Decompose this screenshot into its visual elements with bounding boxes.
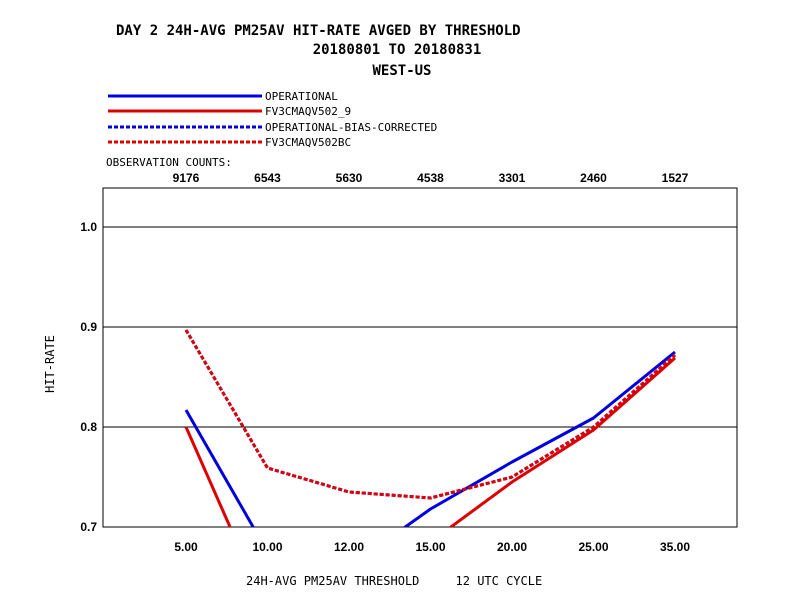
x-tick-label: 12.00 [334, 540, 364, 554]
chart-title-line-3: WEST-US [372, 63, 431, 79]
legend-label-fv3cmaqv502bc: FV3CMAQV502BC [265, 136, 351, 149]
x-tick-label: 35.00 [660, 540, 690, 554]
x-axis-label: 24H-AVG PM25AV THRESHOLD 12 UTC CYCLE [246, 574, 542, 588]
y-axis-label: HIT-RATE [43, 335, 57, 393]
series-line-fv3cmaqv502-9 [184, 356, 676, 527]
series-line-fv3cmaqv502bc [184, 329, 676, 500]
observation-count: 2460 [580, 171, 607, 185]
y-tick-labels: 0.7 0.8 0.9 1.0 [80, 220, 97, 534]
gridlines [103, 226, 737, 428]
observation-count: 5630 [336, 171, 363, 185]
observation-count: 6543 [254, 171, 281, 185]
observation-count: 1527 [662, 171, 689, 185]
observation-counts-label: OBSERVATION COUNTS: [106, 156, 232, 169]
observation-count: 3301 [499, 171, 526, 185]
x-tick-label: 25.00 [578, 540, 608, 554]
x-tick-label: 10.00 [252, 540, 282, 554]
legend-label-fv3cmaqv502-9: FV3CMAQV502_9 [265, 105, 351, 118]
observation-count: 4538 [417, 171, 444, 185]
y-tick-label: 0.9 [80, 320, 97, 334]
y-tick-label: 1.0 [80, 220, 97, 234]
x-tick-label: 5.00 [174, 540, 198, 554]
series-line-operational [184, 350, 676, 527]
observation-counts: 9176 6543 5630 4538 3301 2460 1527 [173, 171, 689, 185]
observation-count: 9176 [173, 171, 200, 185]
x-tick-labels: 5.00 10.00 12.00 15.00 20.00 25.00 35.00 [174, 540, 690, 554]
plot-frame [102, 187, 738, 528]
legend: OPERATIONAL FV3CMAQV502_9 OPERATIONAL-BI… [108, 90, 437, 149]
y-tick-label: 0.7 [80, 520, 97, 534]
legend-label-operational: OPERATIONAL [265, 90, 338, 103]
chart-title-line-1: DAY 2 24H-AVG PM25AV HIT-RATE AVGED BY T… [116, 23, 521, 39]
legend-label-operational-bias-corrected: OPERATIONAL-BIAS-CORRECTED [265, 121, 437, 134]
x-tick-label: 20.00 [497, 540, 527, 554]
series-line-operational-bias-corrected [184, 329, 676, 500]
data-series [184, 329, 676, 527]
chart-title-line-2: 20180801 TO 20180831 [313, 42, 482, 58]
x-tick-label: 15.00 [415, 540, 445, 554]
y-tick-label: 0.8 [80, 420, 97, 434]
